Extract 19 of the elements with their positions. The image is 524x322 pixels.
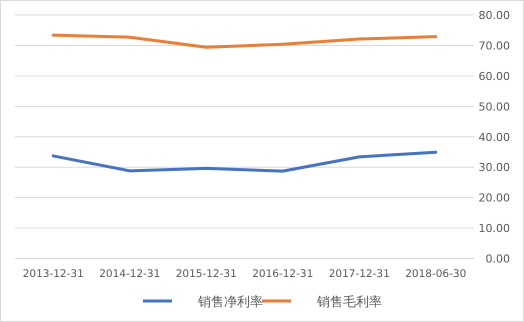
x-tick-label: 2017-12-31 [328, 268, 390, 280]
x-tick-label: 2016-12-31 [252, 268, 314, 280]
x-tick-label: 2018-06-30 [405, 268, 466, 280]
y-tick-label: 30.00 [478, 161, 510, 174]
line-series [52, 150, 438, 173]
y-tick-label: 60.00 [478, 70, 510, 83]
legend-label: 销售毛利率 [316, 294, 382, 310]
y-tick-label: 40.00 [478, 130, 510, 144]
y-tick-label: 70.00 [478, 39, 510, 52]
y-tick-label: 10.00 [478, 222, 510, 236]
x-tick-label: 2015-12-31 [176, 268, 237, 280]
y-tick-label: 20.00 [478, 192, 510, 205]
line-series [52, 34, 438, 49]
x-tick-label: 2013-12-31 [22, 268, 84, 280]
y-tick-label: 0.00 [486, 252, 510, 266]
x-tick-label: 2014-12-31 [99, 268, 160, 280]
legend-label: 销售净利率 [197, 294, 263, 310]
y-tick-label: 80.00 [478, 9, 510, 22]
y-tick-label: 50.00 [478, 100, 510, 114]
